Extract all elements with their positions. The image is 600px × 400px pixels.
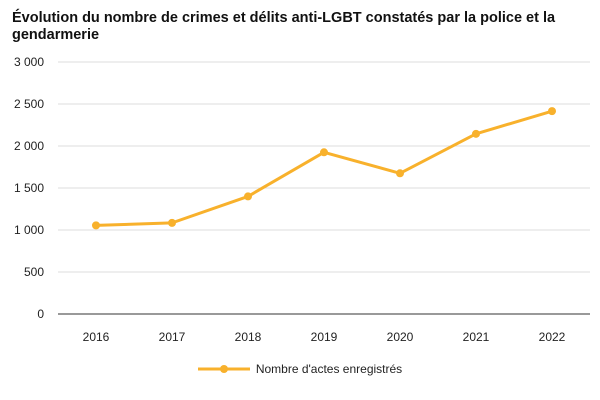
data-point [396,169,404,178]
y-tick-label: 1 500 [14,181,44,195]
y-tick-label: 0 [37,307,44,321]
data-point [320,148,328,157]
x-tick-label: 2018 [235,330,262,344]
x-tick-label: 2022 [539,330,566,344]
y-tick-label: 2 500 [14,97,44,111]
legend-label: Nombre d'actes enregistrés [255,362,403,376]
y-tick-label: 3 000 [14,55,44,69]
x-tick-label: 2020 [387,330,414,344]
x-tick-label: 2016 [83,330,110,344]
x-tick-label: 2017 [159,330,186,344]
data-point [168,218,176,227]
data-point [244,192,252,201]
y-tick-label: 500 [24,265,44,279]
legend-swatch [197,365,250,373]
data-point [472,129,480,138]
x-tick-label: 2019 [311,330,338,344]
legend: Nombre d'actes enregistrés [0,362,600,376]
x-tick-label: 2021 [463,330,490,344]
y-tick-label: 1 000 [14,223,44,237]
y-tick-label: 2 000 [14,139,44,153]
data-point [92,221,100,230]
chart-title: Évolution du nombre de crimes et délits … [12,10,556,43]
series-line [94,109,554,227]
data-point [548,107,556,116]
